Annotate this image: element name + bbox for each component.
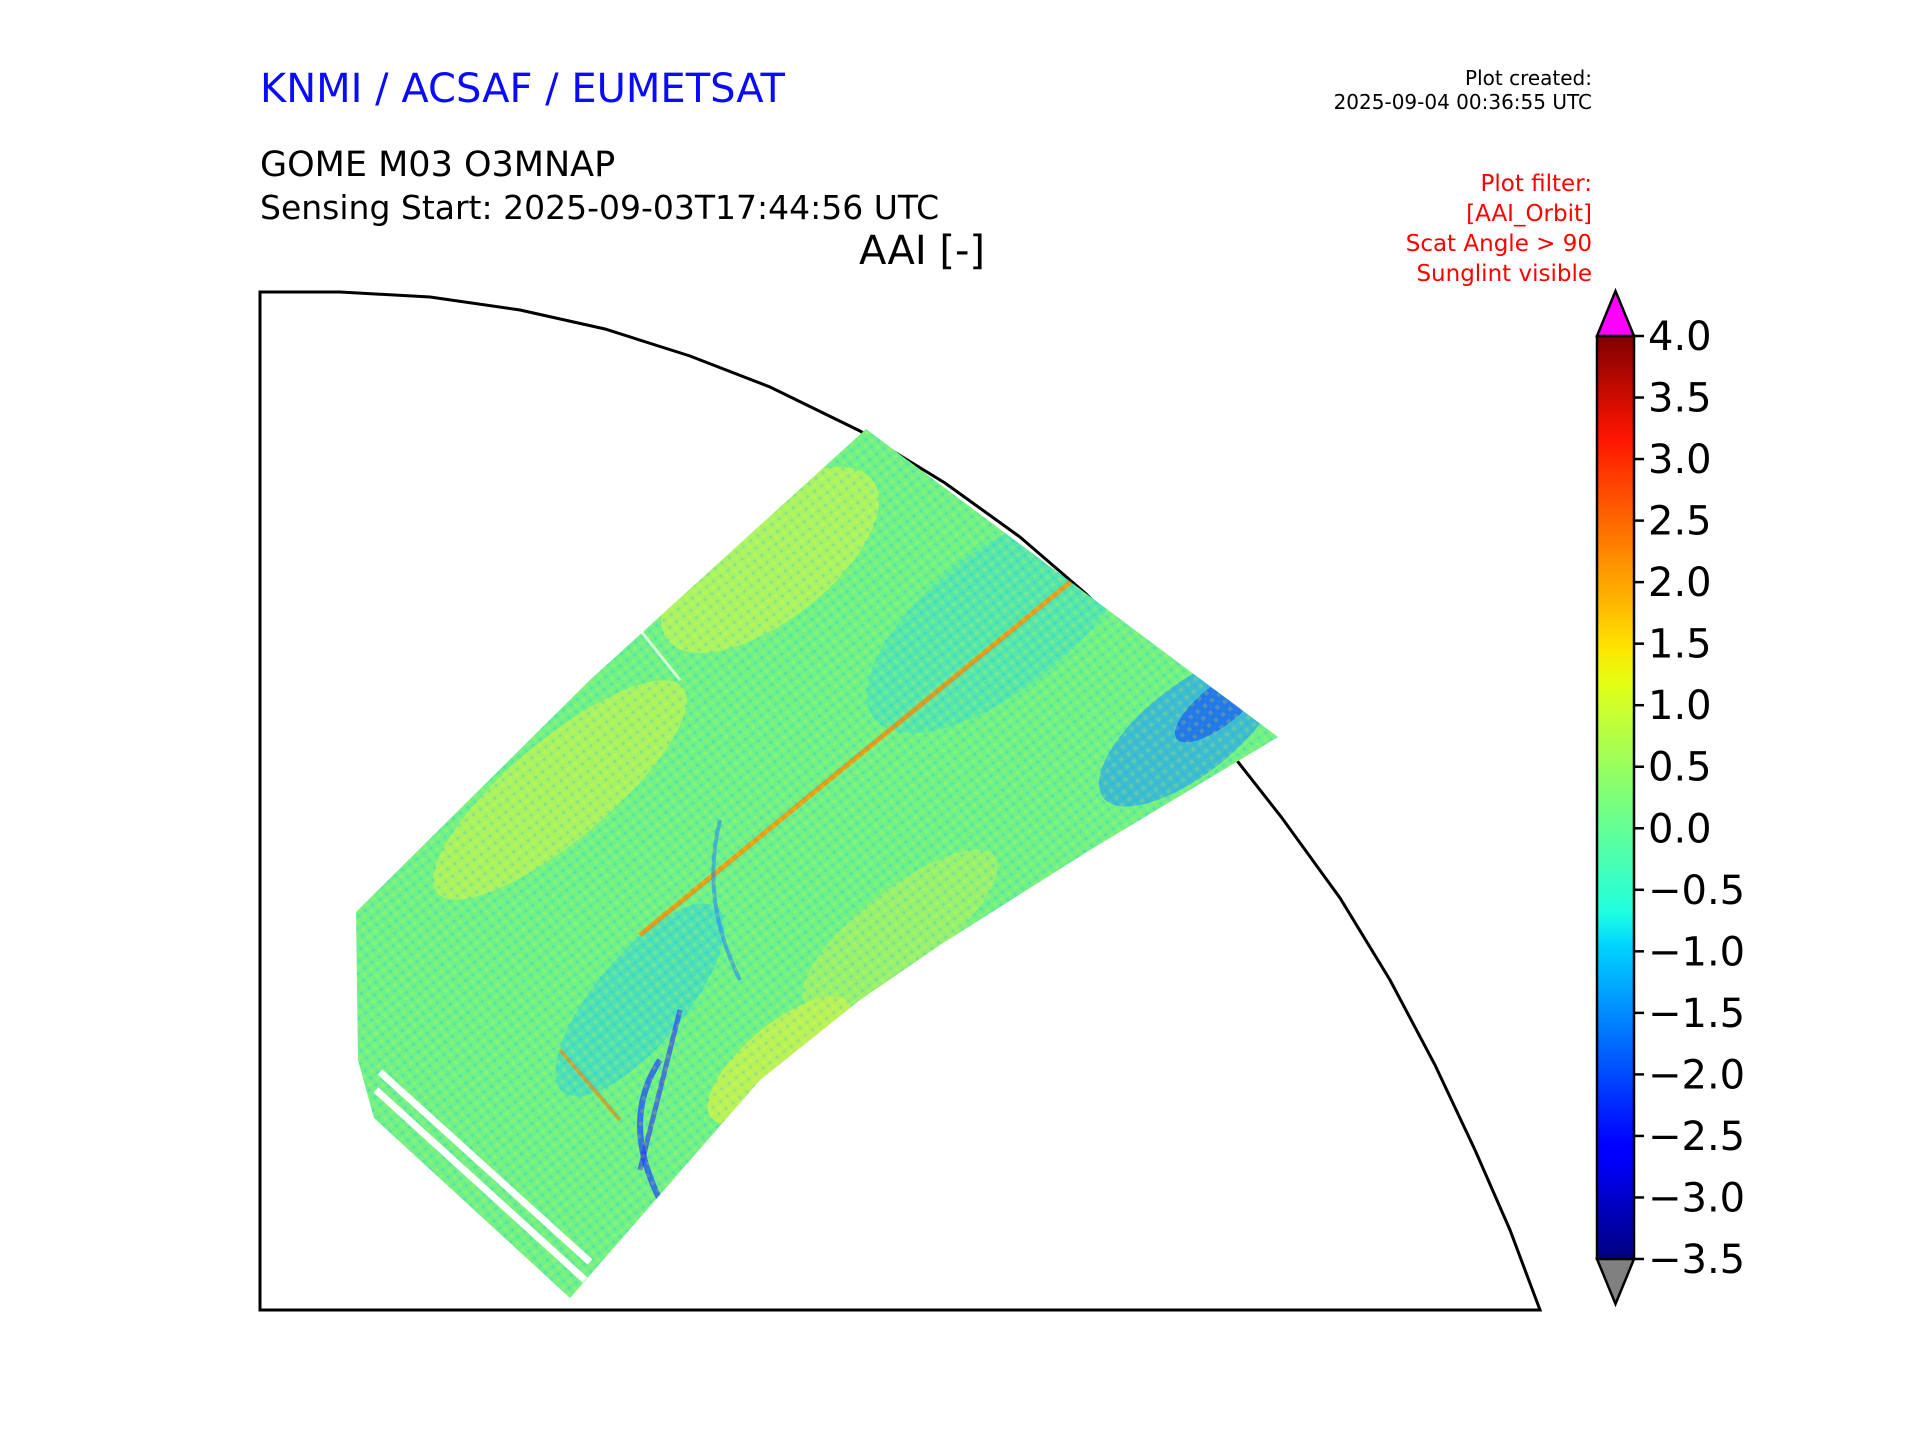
variable-label: AAI [-]: [859, 228, 985, 274]
colorbar-tick-label: −0.5: [1648, 868, 1745, 914]
plot-created-block: Plot created: 2025-09-04 00:36:55 UTC: [1334, 66, 1592, 114]
colorbar: 4.0 3.5 3.0 2.5 2.0 1.5 1.0 0.5 0.0 −0.5 −1.0 −1.5 −…: [1595, 287, 1745, 1308]
colorbar-tick-label: −2.0: [1648, 1052, 1745, 1098]
organizations-header: KNMI / ACSAF / EUMETSAT: [260, 66, 785, 112]
sensing-start: Sensing Start: 2025-09-03T17:44:56 UTC: [260, 188, 940, 227]
colorbar-tick-label: −1.0: [1648, 929, 1745, 975]
colorbar-over-extension: [1595, 287, 1636, 338]
colorbar-tick-label: −3.0: [1648, 1175, 1745, 1221]
plot-filter-label: Plot filter:: [1480, 171, 1592, 197]
plot-created-label: Plot created:: [1465, 66, 1592, 90]
plot-filter-line-2: Scat Angle > 90: [1405, 231, 1592, 257]
colorbar-tick-label: 0.5: [1648, 745, 1712, 791]
colorbar-under-extension: [1595, 1257, 1636, 1308]
colorbar-tick-label: 4.0: [1648, 314, 1712, 360]
colorbar-tick-label: −1.5: [1648, 991, 1745, 1037]
colorbar-tick-label: −2.5: [1648, 1114, 1745, 1160]
product-title: GOME M03 O3MNAP: [260, 145, 616, 185]
colorbar-tick-label: 3.5: [1648, 376, 1712, 422]
colorbar-tick-label: 1.5: [1648, 622, 1712, 668]
colorbar-gradient: [1595, 334, 1636, 1261]
plot-filter-block: Plot filter: [AAI_Orbit] Scat Angle > 90…: [1406, 169, 1592, 289]
colorbar-tick-label: 1.0: [1648, 683, 1712, 729]
colorbar-tick-label: 2.0: [1648, 560, 1712, 606]
plot-filter-line-3: Sunglint visible: [1416, 261, 1592, 287]
plot-filter-line-1: [AAI_Orbit]: [1466, 201, 1592, 227]
colorbar-tick-label: 0.0: [1648, 806, 1712, 852]
colorbar-tick-label: 3.0: [1648, 437, 1712, 483]
colorbar-tick-label: 2.5: [1648, 499, 1712, 545]
colorbar-tick-label: −3.5: [1648, 1237, 1745, 1283]
plot-created-timestamp: 2025-09-04 00:36:55 UTC: [1333, 90, 1592, 114]
